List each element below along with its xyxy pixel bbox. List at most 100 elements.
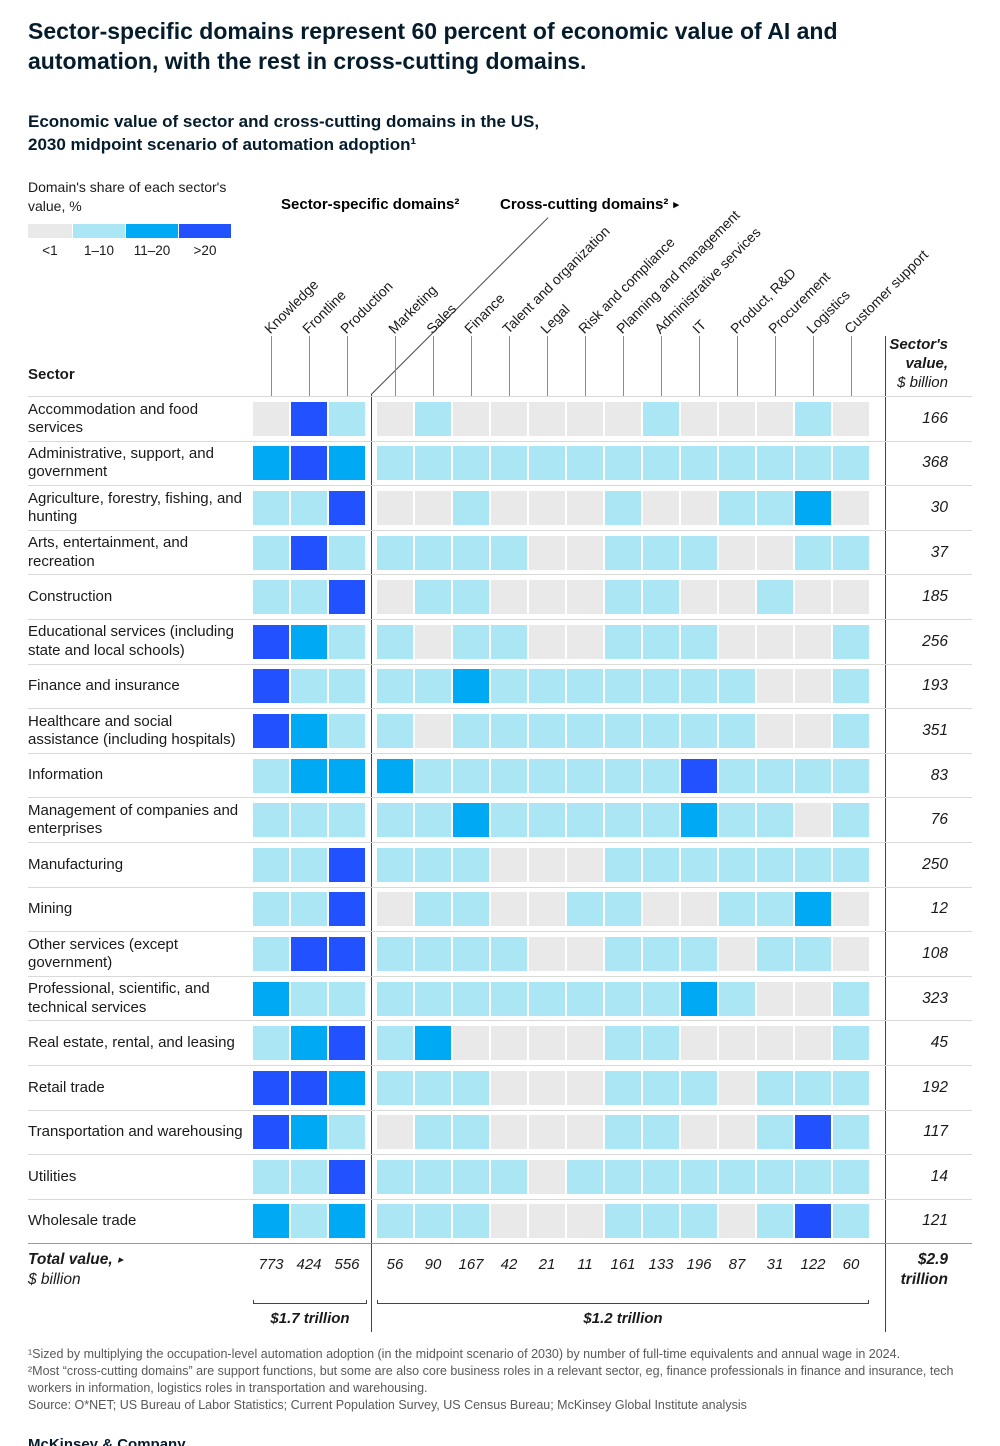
heatmap-cell	[377, 1115, 413, 1150]
heatmap-cell	[253, 535, 289, 570]
mckinsey-logo-partial: McKinsey & Company	[28, 1436, 186, 1446]
legend-swatch-2	[73, 224, 125, 238]
sector-value: 166	[922, 409, 948, 427]
cross-cutting-total: $1.2 trillion	[583, 1310, 663, 1327]
heatmap-cell	[643, 490, 679, 525]
legend-swatch-1	[28, 224, 72, 238]
column-leader-line	[395, 336, 396, 396]
heatmap-cell	[453, 446, 489, 481]
heatmap-cell	[291, 490, 327, 525]
heatmap-cell	[415, 580, 451, 615]
heatmap-cell	[681, 446, 717, 481]
heatmap-cell	[567, 580, 603, 615]
column-total: 56	[386, 1256, 404, 1273]
heatmap-cell	[643, 847, 679, 882]
group-header-sector-specific: Sector-specific domains²	[281, 196, 460, 213]
legend-bin-label: <1	[42, 243, 58, 258]
heatmap-cell	[833, 1159, 869, 1194]
heatmap-cell	[329, 401, 365, 436]
heatmap-cell	[681, 624, 717, 659]
heatmap-cell	[529, 535, 565, 570]
heatmap-cell	[329, 1115, 365, 1150]
sector-value: 368	[922, 454, 948, 472]
heatmap-cell	[605, 847, 641, 882]
sector-value: 185	[922, 588, 948, 606]
heatmap-cell	[415, 401, 451, 436]
heatmap-cell	[329, 669, 365, 704]
expand-triangle-icon[interactable]: ▸	[117, 1254, 124, 1266]
heatmap-cell	[605, 1204, 641, 1239]
heatmap-cell	[453, 1115, 489, 1150]
heatmap-cell	[453, 936, 489, 971]
heatmap-cell	[529, 1115, 565, 1150]
heatmap-cell	[329, 580, 365, 615]
sector-label: Healthcare and social assistance (includ…	[28, 712, 236, 748]
heatmap-row: Professional, scientific, and technical …	[28, 975, 972, 1021]
heatmap-cell	[757, 892, 793, 927]
heatmap-cell	[529, 758, 565, 793]
heatmap-cell	[491, 758, 527, 793]
heatmap-cell	[833, 1070, 869, 1105]
sector-label: Mining	[28, 900, 73, 918]
heatmap-cell	[833, 758, 869, 793]
heatmap-cell	[643, 1115, 679, 1150]
heatmap-cell	[795, 1204, 831, 1239]
heatmap-cell	[719, 936, 755, 971]
heatmap-cell	[833, 892, 869, 927]
heatmap-cell	[643, 401, 679, 436]
heatmap-cell	[377, 936, 413, 971]
heatmap-cell	[757, 1159, 793, 1194]
heatmap-cell	[453, 535, 489, 570]
heatmap-cell	[453, 892, 489, 927]
heatmap-cell	[719, 713, 755, 748]
heatmap-cell	[719, 1115, 755, 1150]
heatmap-cell	[795, 535, 831, 570]
heatmap-cell	[757, 847, 793, 882]
sector-label: Educational services (including state an…	[28, 623, 234, 659]
sector-label: Accommodation and food services	[28, 400, 199, 436]
heatmap-cell	[833, 535, 869, 570]
heatmap-cell	[415, 1204, 451, 1239]
heatmap-cell	[719, 758, 755, 793]
legend-color-scale	[28, 224, 232, 238]
sector-value: 76	[930, 811, 948, 829]
heatmap-cell	[491, 1070, 527, 1105]
heatmap-cell	[605, 1070, 641, 1105]
heatmap-cell	[253, 490, 289, 525]
heatmap-cell	[757, 624, 793, 659]
heatmap-cell	[795, 803, 831, 838]
heatmap-cell	[643, 1070, 679, 1105]
heatmap-cell	[833, 936, 869, 971]
heatmap-cell	[491, 892, 527, 927]
footnote-2: ²Most “cross-cutting domains” are suppor…	[28, 1364, 954, 1395]
legend-bin-label: >20	[193, 243, 217, 258]
column-header: Finance	[461, 290, 508, 337]
heatmap-cell	[291, 535, 327, 570]
heatmap-cell	[605, 713, 641, 748]
column-leader-line	[699, 336, 700, 396]
value-column-divider	[885, 336, 886, 1332]
column-leader-line	[547, 336, 548, 396]
heatmap-cell	[253, 624, 289, 659]
heatmap-cell	[529, 981, 565, 1016]
heatmap-row: Construction 185	[28, 574, 972, 619]
heatmap-cell	[377, 1026, 413, 1061]
heatmap-cell	[567, 847, 603, 882]
column-total: 31	[766, 1256, 784, 1273]
expand-triangle-icon[interactable]: ▸	[673, 199, 679, 211]
heatmap-cell	[795, 1070, 831, 1105]
heatmap-cell	[415, 446, 451, 481]
heatmap-cell	[719, 892, 755, 927]
heatmap-cell	[643, 580, 679, 615]
heatmap-cell	[329, 981, 365, 1016]
heatmap-cell	[491, 1115, 527, 1150]
heatmap-cell	[377, 1070, 413, 1105]
heatmap-cell	[453, 1026, 489, 1061]
heatmap-cell	[681, 847, 717, 882]
heatmap-cell	[605, 535, 641, 570]
heatmap-cell	[291, 1026, 327, 1061]
heatmap-cell	[415, 1026, 451, 1061]
sector-label: Administrative, support, and government	[28, 445, 214, 481]
heatmap-cell	[253, 1159, 289, 1194]
sector-value: 323	[922, 989, 948, 1007]
